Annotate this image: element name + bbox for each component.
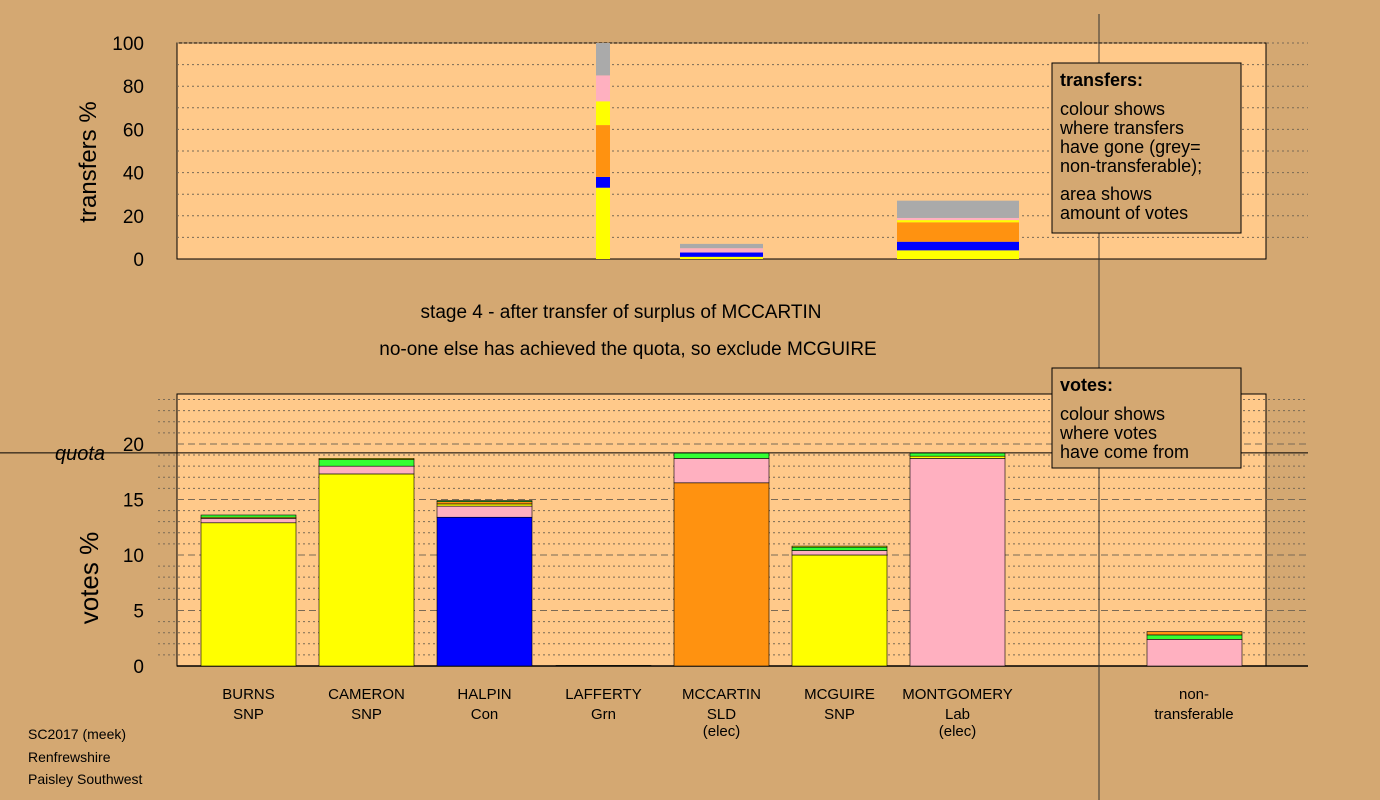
transfer-segment — [680, 256, 763, 259]
transfers-gridlines — [177, 42, 1308, 238]
candidate-name: HALPIN — [457, 686, 511, 703]
votes-legend-line: have come from — [1060, 442, 1189, 462]
nontransferable-segment — [1146, 634, 1243, 640]
footer-ward: Paisley Southwest — [28, 771, 143, 787]
nontransferable-segment — [1146, 639, 1243, 667]
transfers-legend: transfers: colour shows where transfers … — [1051, 62, 1242, 234]
nontransferable-segment — [1146, 631, 1243, 636]
votes-bars — [200, 452, 1243, 667]
transfers-tick-label: 80 — [123, 77, 144, 98]
transfers-ylabel: transfers % — [75, 101, 102, 222]
transfers-tick-label: 60 — [123, 120, 144, 141]
votes-tick-label: 10 — [123, 546, 144, 567]
transfers-tick-label: 20 — [123, 207, 144, 228]
vote-segment — [318, 465, 415, 475]
vote-segment — [436, 505, 533, 518]
votes-axis: 0 5 10 15 20 — [123, 435, 144, 678]
transfers-tick-label: 0 — [133, 250, 144, 271]
vote-segment — [200, 522, 297, 667]
vote-segment — [436, 501, 533, 505]
transfers-legend-line: non-transferable); — [1060, 156, 1202, 176]
transfer-segment — [897, 217, 1019, 221]
transfer-segment — [596, 43, 610, 76]
transfer-segment — [596, 101, 610, 126]
transfers-tick-label: 40 — [123, 164, 144, 185]
votes-ylabel: votes % — [74, 532, 104, 625]
vote-segment — [436, 516, 533, 667]
candidate-party: SLD — [707, 706, 736, 723]
transfer-segment — [596, 75, 610, 102]
candidate-party: SNP — [351, 706, 382, 723]
transfers-legend-line: amount of votes — [1060, 203, 1188, 223]
candidate-party: SNP — [233, 706, 264, 723]
candidate-name: LAFFERTY — [565, 686, 641, 703]
transfer-segment — [680, 243, 763, 249]
votes-legend-line: colour shows — [1060, 404, 1165, 424]
candidate-name: MCGUIRE — [804, 686, 875, 703]
vote-segment — [791, 554, 888, 667]
vote-segment — [791, 545, 888, 548]
transfer-segment — [897, 200, 1019, 218]
candidate-status: (elec) — [703, 723, 741, 740]
vote-segment — [318, 458, 415, 460]
votes-tick-label: 20 — [123, 435, 144, 456]
candidate-party: Con — [471, 706, 499, 723]
votes-tick-label: 0 — [133, 657, 144, 678]
vote-segment — [791, 546, 888, 551]
transfer-segment — [596, 187, 610, 259]
stage-line-2: no-one else has achieved the quota, so e… — [379, 339, 876, 360]
transfers-legend-title: transfers: — [1060, 70, 1143, 90]
vote-segment — [318, 459, 415, 467]
candidate-labels: BURNS SNP CAMERON SNP HALPIN Con LAFFERTY Grn MC… — [222, 686, 1013, 740]
transfers-legend-line: have gone (grey= — [1060, 137, 1201, 157]
transfer-segment — [596, 125, 610, 177]
vote-segment — [200, 518, 297, 524]
vote-segment — [791, 550, 888, 556]
transfer-segment — [680, 252, 763, 257]
transfers-legend-line: where transfers — [1059, 118, 1184, 138]
transfers-legend-line: area shows — [1060, 184, 1152, 204]
vote-segment — [673, 458, 770, 484]
votes-legend-line: where votes — [1059, 423, 1157, 443]
transfer-segment — [897, 222, 1019, 242]
transfer-segment — [596, 176, 610, 188]
vote-segment — [436, 503, 533, 507]
candidate-name: MCCARTIN — [682, 686, 761, 703]
transfers-bars — [596, 43, 1019, 259]
candidate-name: CAMERON — [328, 686, 405, 703]
transfer-segment — [897, 241, 1019, 251]
candidate-party: Lab — [945, 706, 970, 723]
transfer-segment — [680, 248, 763, 253]
transfer-segment — [897, 220, 1019, 223]
footer-election: SC2017 (meek) — [28, 726, 127, 742]
vote-segment — [200, 514, 297, 518]
transfers-legend-line: colour shows — [1060, 99, 1165, 119]
transfer-segment — [897, 250, 1019, 259]
votes-tick-label: 15 — [123, 490, 144, 511]
vote-segment — [436, 500, 533, 502]
candidate-party: SNP — [824, 706, 855, 723]
transfers-axis: 0 20 40 60 80 100 — [112, 34, 144, 271]
vote-segment — [318, 473, 415, 667]
stage-line-1: stage 4 - after transfer of surplus of M… — [421, 302, 822, 323]
vote-segment — [673, 482, 770, 667]
candidate-status: (elec) — [939, 723, 977, 740]
candidate-party: Grn — [591, 706, 616, 723]
footer-council: Renfrewshire — [28, 749, 111, 765]
votes-legend: votes: colour shows where votes have com… — [1051, 367, 1242, 469]
vote-segment — [673, 452, 770, 459]
votes-legend-title: votes: — [1060, 375, 1113, 395]
vote-segment — [909, 458, 1006, 667]
candidate-name: BURNS — [222, 686, 275, 703]
votes-tick-label: 5 — [133, 601, 144, 622]
nontransferable-label-1: non- — [1179, 686, 1209, 703]
quota-label: quota — [55, 443, 105, 465]
vote-segment — [555, 665, 652, 667]
vote-segment — [909, 455, 1006, 459]
transfers-tick-label: 100 — [112, 34, 144, 55]
candidate-name: MONTGOMERY — [902, 686, 1013, 703]
nontransferable-label-2: transferable — [1154, 706, 1233, 723]
